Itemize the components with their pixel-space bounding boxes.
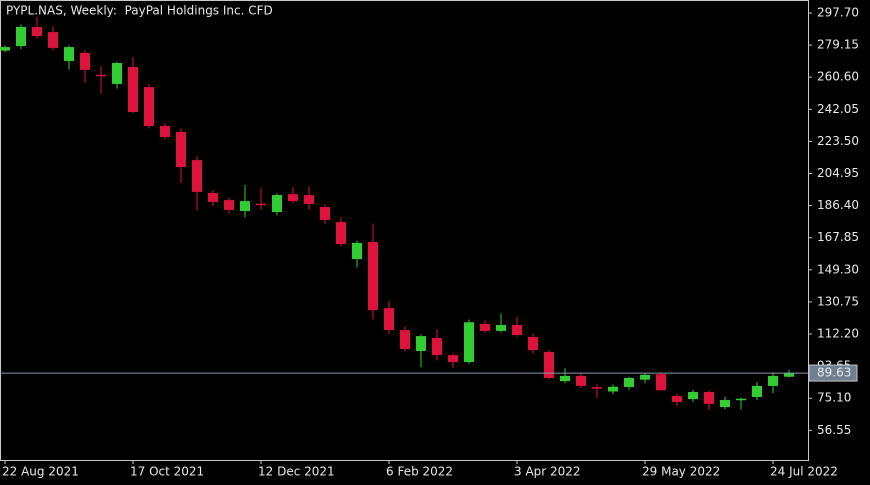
candle-body [464, 322, 474, 363]
y-tick-label: 204.95 [817, 166, 859, 180]
candle-body [752, 385, 762, 398]
y-tick-label: 112.20 [817, 327, 859, 341]
y-tick-label: 130.75 [817, 294, 859, 308]
candle-body [96, 74, 106, 77]
candle-body [352, 242, 362, 260]
y-tick-label: 186.40 [817, 198, 859, 212]
candle-body [416, 336, 426, 351]
candle-body [128, 66, 138, 112]
x-tick-label: 12 Dec 2021 [258, 465, 335, 479]
candle-body [672, 395, 682, 403]
candle-body [176, 131, 186, 168]
candle-body [160, 126, 170, 138]
candle-body [544, 352, 554, 378]
candle-body [432, 337, 442, 355]
candle-body [80, 52, 90, 70]
y-tick-label: 242.05 [817, 102, 859, 116]
candle-body [304, 195, 314, 205]
candle-body [368, 241, 378, 311]
candle-body [16, 27, 26, 47]
candle-body [224, 200, 234, 210]
x-tick-label: 24 Jul 2022 [770, 465, 838, 479]
candle-body [480, 323, 490, 331]
y-tick-label: 279.15 [817, 38, 859, 52]
candle-body [704, 391, 714, 404]
y-tick-label: 149.30 [817, 262, 859, 276]
candle-body [736, 398, 746, 401]
candle-body [64, 47, 74, 61]
x-tick-label: 3 Apr 2022 [514, 465, 581, 479]
x-tick-label: 17 Oct 2021 [130, 465, 204, 479]
current-price-label: 89.63 [817, 366, 851, 380]
candle-body [240, 201, 250, 211]
y-tick-label: 56.55 [817, 423, 851, 437]
candle-body [0, 47, 10, 51]
x-tick-label: 6 Feb 2022 [386, 465, 453, 479]
candle-body [528, 336, 538, 351]
candle-body [256, 203, 266, 206]
candle-body [592, 387, 602, 389]
candle-body [448, 355, 458, 363]
candle-body [272, 195, 282, 213]
candle-body [784, 373, 794, 377]
candle-body [384, 308, 394, 331]
current-price-box [808, 364, 858, 382]
y-tick-label: 297.70 [817, 5, 859, 19]
candle-body [576, 375, 586, 386]
chart-title: PYPL.NAS, Weekly: PayPal Holdings Inc. C… [6, 4, 273, 18]
candle-body [640, 374, 650, 380]
candle-body [608, 386, 618, 392]
candle-body [656, 374, 666, 391]
candle-body [624, 377, 634, 387]
y-tick-label: 223.50 [817, 134, 859, 148]
x-tick-label: 22 Aug 2021 [2, 465, 79, 479]
candle-body [192, 160, 202, 192]
y-tick-label: 260.60 [817, 70, 859, 84]
candle-body [720, 399, 730, 408]
candle-body [320, 206, 330, 220]
candle-body [288, 194, 298, 202]
candle-body [400, 330, 410, 350]
candle-body [560, 375, 570, 382]
candle-body [208, 192, 218, 202]
candle-body [336, 222, 346, 245]
candle-body [48, 32, 58, 48]
y-tick-label: 75.10 [817, 391, 851, 405]
candle-body [112, 63, 122, 84]
y-tick-label: 167.85 [817, 230, 859, 244]
candle-body [688, 391, 698, 400]
candle-body [512, 325, 522, 336]
candle-body [496, 325, 506, 331]
candle-body [32, 27, 42, 37]
x-tick-label: 29 May 2022 [642, 465, 720, 479]
candle-body [144, 87, 154, 127]
candle-body [768, 375, 778, 386]
